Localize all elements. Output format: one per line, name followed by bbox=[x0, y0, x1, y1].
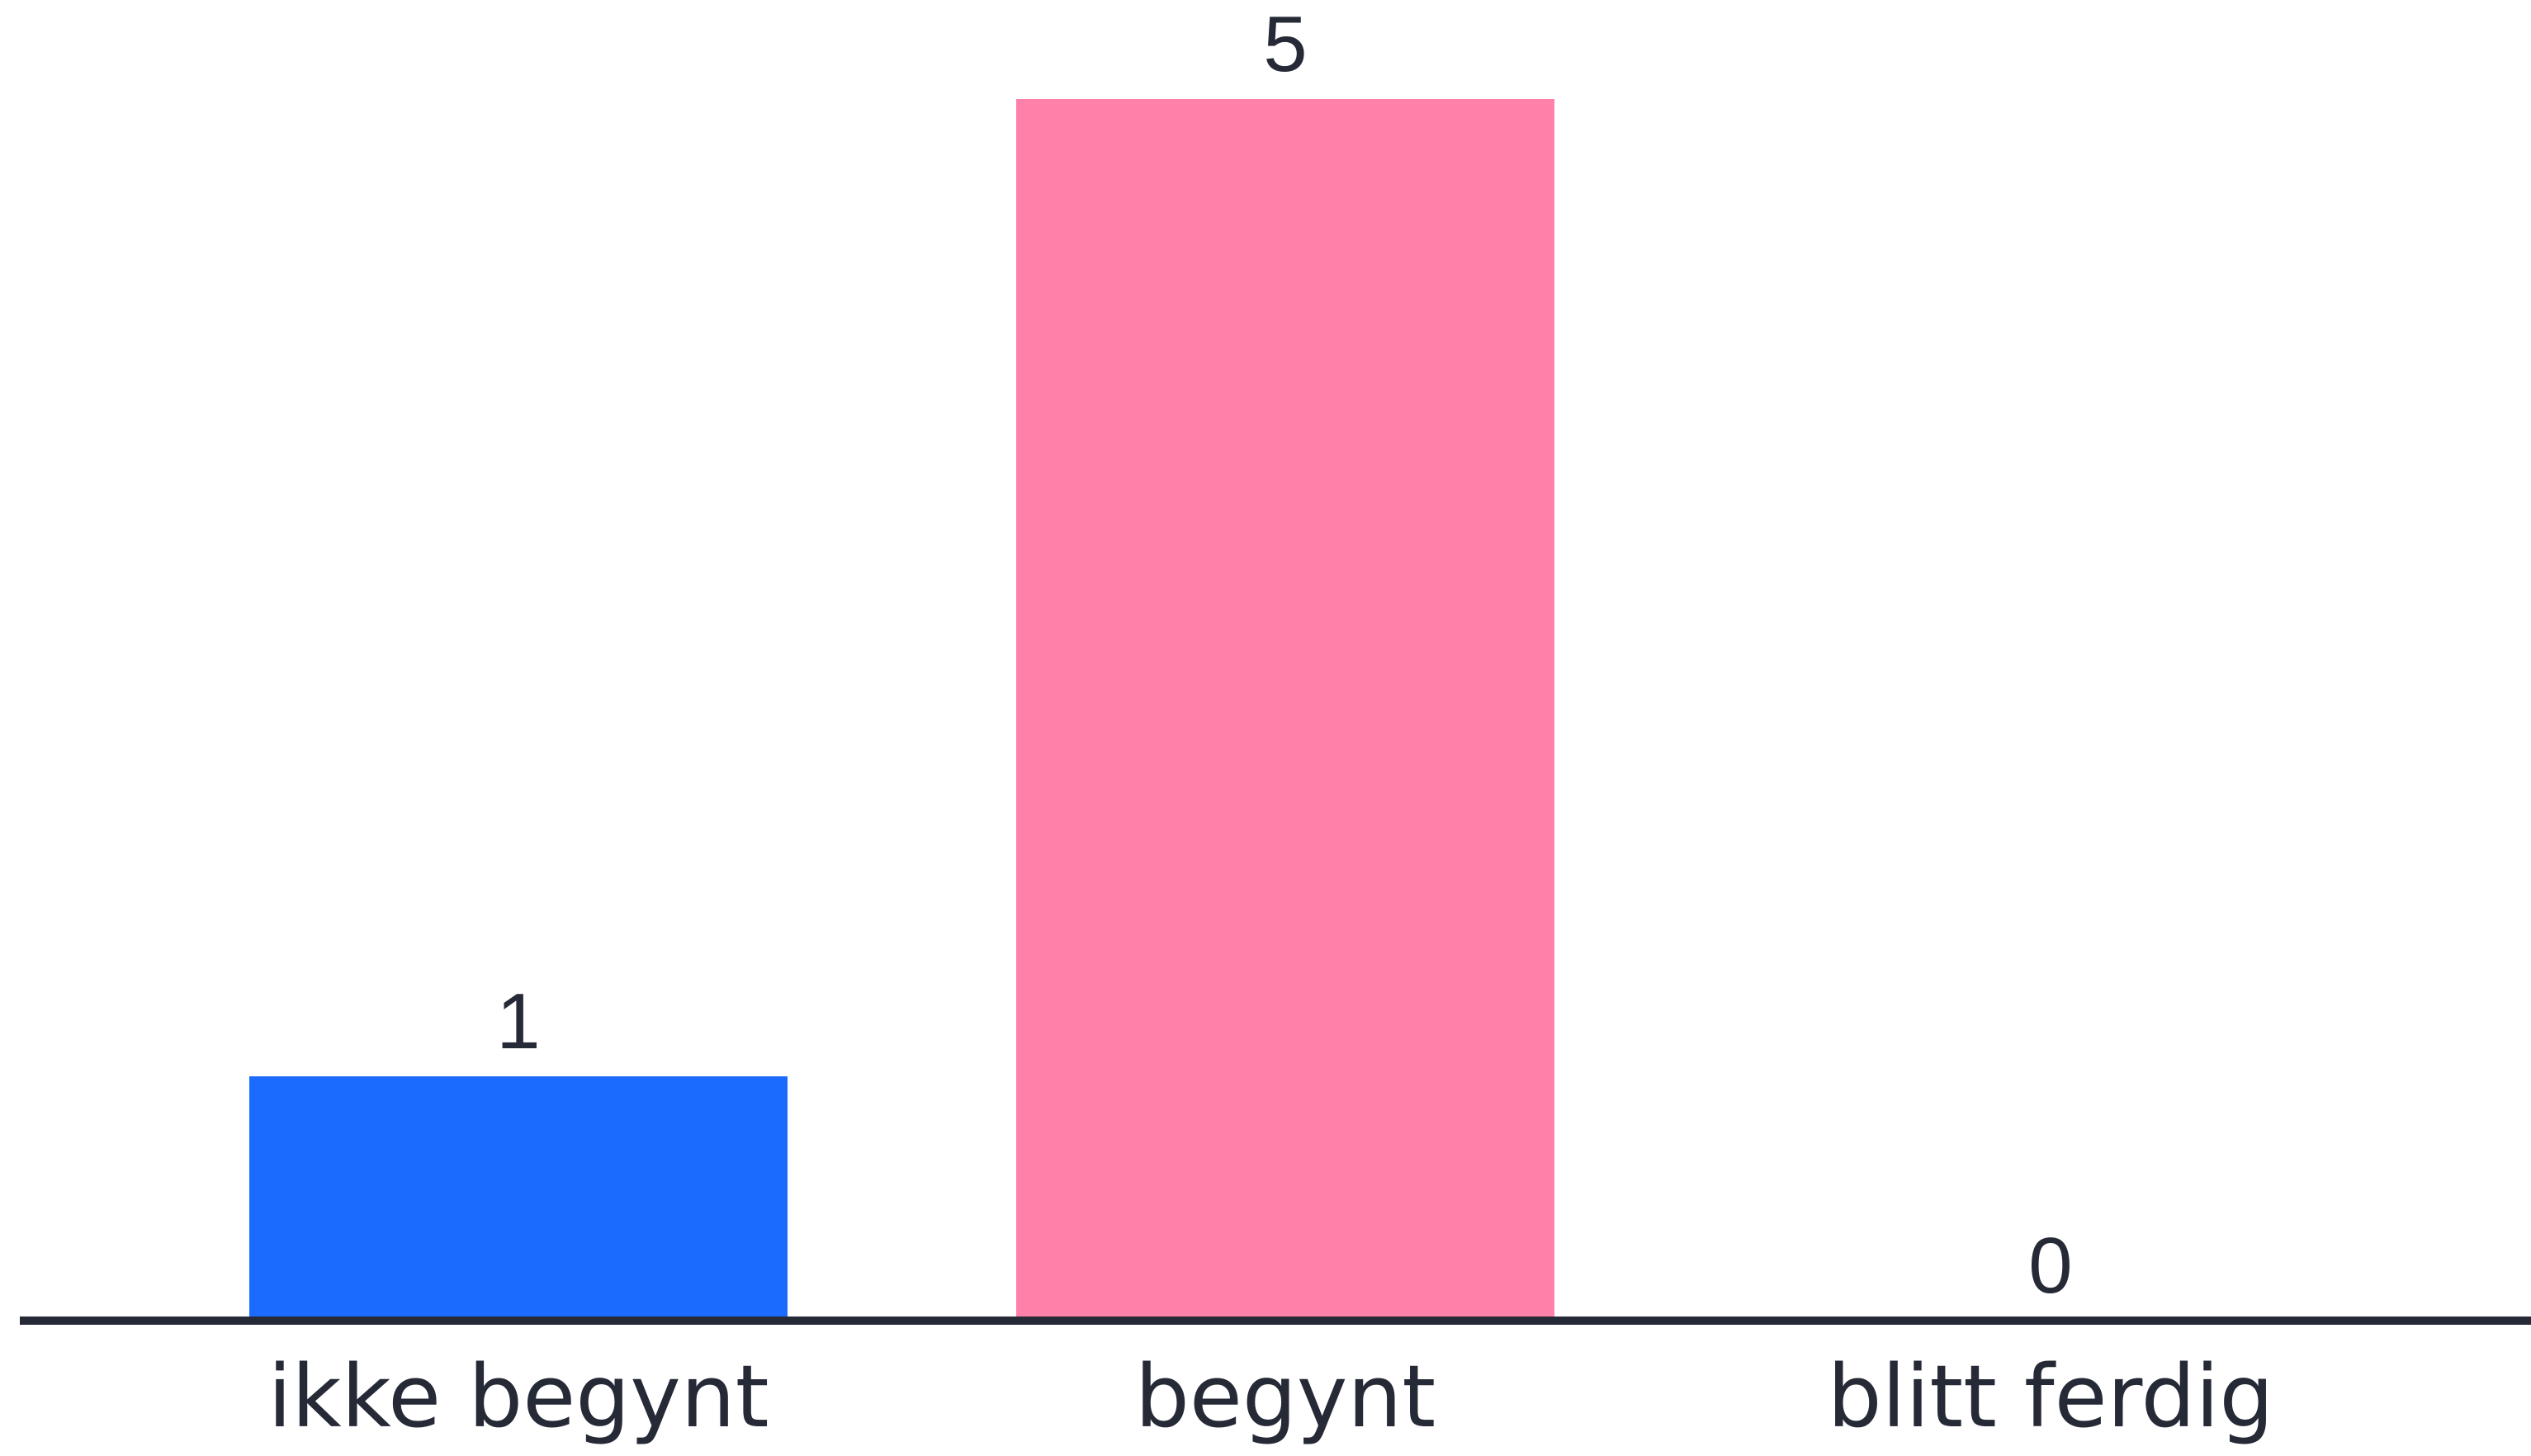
category-label-0: ikke begynt bbox=[268, 1346, 769, 1447]
category-labels-group: ikke begynt begynt blitt ferdig bbox=[268, 1346, 2274, 1447]
category-label-2: blitt ferdig bbox=[1828, 1346, 2274, 1447]
bar-0 bbox=[249, 1076, 788, 1317]
bars-group bbox=[249, 99, 1554, 1317]
category-label-1: begynt bbox=[1135, 1346, 1436, 1447]
bar-1 bbox=[1016, 99, 1554, 1317]
value-label-1: 5 bbox=[1263, 0, 1307, 88]
value-labels-group: 1 5 0 bbox=[496, 0, 2072, 1310]
value-label-0: 1 bbox=[496, 977, 540, 1066]
value-label-2: 0 bbox=[2028, 1222, 2072, 1310]
